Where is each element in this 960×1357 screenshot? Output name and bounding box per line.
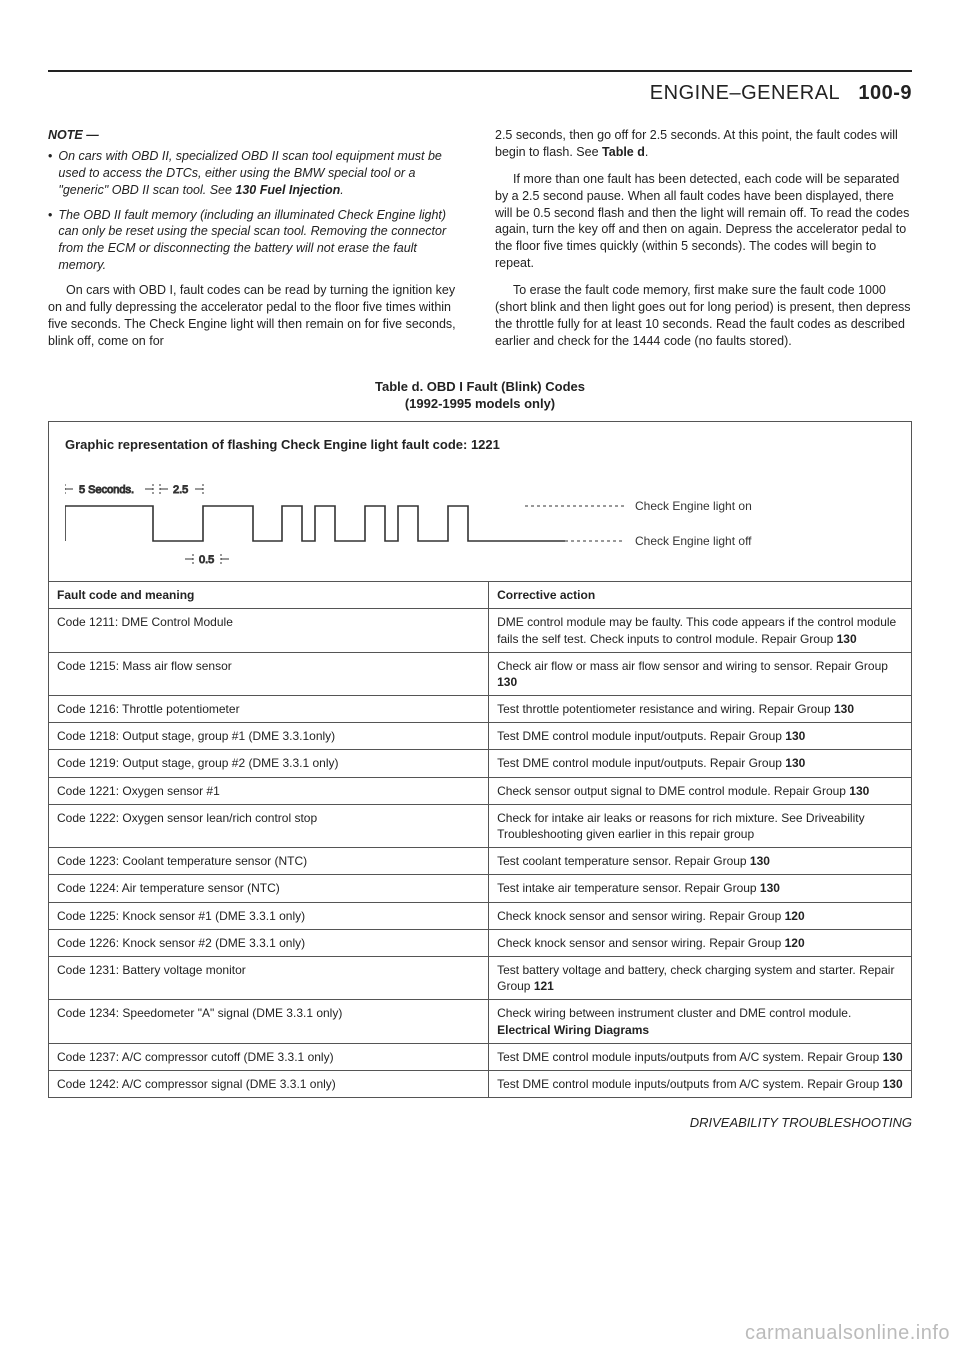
fault-cell: Code 1218: Output stage, group #1 (DME 3… bbox=[49, 723, 489, 750]
label-0-5: 0.5 bbox=[199, 554, 214, 566]
action-cell: Check wiring between instrument cluster … bbox=[489, 1000, 912, 1043]
fault-cell: Code 1234: Speedometer "A" signal (DME 3… bbox=[49, 1000, 489, 1043]
action-cell: Test throttle potentiometer resistance a… bbox=[489, 696, 912, 723]
fault-cell: Code 1231: Battery voltage monitor bbox=[49, 956, 489, 999]
table-row: Code 1237: A/C compressor cutoff (DME 3.… bbox=[49, 1043, 912, 1070]
header-section: ENGINE–GENERAL bbox=[650, 82, 840, 104]
action-cell: Check knock sensor and sensor wiring. Re… bbox=[489, 929, 912, 956]
action-cell: Test DME control module inputs/outputs f… bbox=[489, 1043, 912, 1070]
table-row: Code 1225: Knock sensor #1 (DME 3.3.1 on… bbox=[49, 902, 912, 929]
table-row: Code 1224: Air temperature sensor (NTC)T… bbox=[49, 875, 912, 902]
action-cell: DME control module may be faulty. This c… bbox=[489, 609, 912, 652]
table-title: Table d. OBD I Fault (Blink) Codes (1992… bbox=[48, 378, 912, 413]
action-cell: Test DME control module inputs/outputs f… bbox=[489, 1070, 912, 1097]
label-5s: 5 Seconds. bbox=[79, 484, 134, 496]
legend-off: Check Engine light off bbox=[635, 534, 752, 548]
table-row: Code 1221: Oxygen sensor #1Check sensor … bbox=[49, 777, 912, 804]
table-row: Code 1231: Battery voltage monitorTest b… bbox=[49, 956, 912, 999]
table-row: Code 1219: Output stage, group #2 (DME 3… bbox=[49, 750, 912, 777]
right-para-1: 2.5 seconds, then go off for 2.5 seconds… bbox=[495, 127, 912, 161]
note-list: On cars with OBD II, specialized OBD II … bbox=[48, 148, 465, 274]
fault-cell: Code 1225: Knock sensor #1 (DME 3.3.1 on… bbox=[49, 902, 489, 929]
graphic-cell: Graphic representation of flashing Check… bbox=[49, 421, 912, 582]
fault-cell: Code 1223: Coolant temperature sensor (N… bbox=[49, 848, 489, 875]
action-cell: Test DME control module input/outputs. R… bbox=[489, 750, 912, 777]
action-cell: Check for intake air leaks or reasons fo… bbox=[489, 804, 912, 847]
table-row: Code 1211: DME Control ModuleDME control… bbox=[49, 609, 912, 652]
fault-cell: Code 1215: Mass air flow sensor bbox=[49, 652, 489, 695]
pulse-path bbox=[65, 506, 525, 541]
fault-cell: Code 1221: Oxygen sensor #1 bbox=[49, 777, 489, 804]
table-row: Code 1222: Oxygen sensor lean/rich contr… bbox=[49, 804, 912, 847]
note-item-0: On cars with OBD II, specialized OBD II … bbox=[58, 148, 465, 199]
action-cell: Check sensor output signal to DME contro… bbox=[489, 777, 912, 804]
right-para-3: To erase the fault code memory, first ma… bbox=[495, 282, 912, 350]
fault-cell: Code 1222: Oxygen sensor lean/rich contr… bbox=[49, 804, 489, 847]
fault-cell: Code 1216: Throttle potentiometer bbox=[49, 696, 489, 723]
action-cell: Test intake air temperature sensor. Repa… bbox=[489, 875, 912, 902]
page-header: ENGINE–GENERAL 100-9 bbox=[48, 80, 912, 107]
right-para-2: If more than one fault has been detected… bbox=[495, 171, 912, 272]
fault-cell: Code 1211: DME Control Module bbox=[49, 609, 489, 652]
label-2-5: 2.5 bbox=[173, 484, 188, 496]
left-paragraph: On cars with OBD I, fault codes can be r… bbox=[48, 282, 465, 350]
pulse-diagram: 5 Seconds. 2.5 Check Engine ligh bbox=[65, 471, 885, 571]
note-heading: NOTE — bbox=[48, 127, 465, 144]
note-item-1: The OBD II fault memory (including an il… bbox=[58, 207, 465, 275]
table-row: Code 1216: Throttle potentiometerTest th… bbox=[49, 696, 912, 723]
legend-on: Check Engine light on bbox=[635, 499, 752, 513]
fault-cell: Code 1237: A/C compressor cutoff (DME 3.… bbox=[49, 1043, 489, 1070]
table-row: Code 1223: Coolant temperature sensor (N… bbox=[49, 848, 912, 875]
footer: DRIVEABILITY TROUBLESHOOTING bbox=[48, 1114, 912, 1132]
table-row: Code 1242: A/C compressor signal (DME 3.… bbox=[49, 1070, 912, 1097]
fault-cell: Code 1224: Air temperature sensor (NTC) bbox=[49, 875, 489, 902]
col-action: Corrective action bbox=[489, 582, 912, 609]
table-row: Code 1215: Mass air flow sensorCheck air… bbox=[49, 652, 912, 695]
action-cell: Check air flow or mass air flow sensor a… bbox=[489, 652, 912, 695]
watermark: carmanualsonline.info bbox=[745, 1320, 950, 1347]
fault-cell: Code 1226: Knock sensor #2 (DME 3.3.1 on… bbox=[49, 929, 489, 956]
action-cell: Check knock sensor and sensor wiring. Re… bbox=[489, 902, 912, 929]
graphic-title: Graphic representation of flashing Check… bbox=[65, 436, 895, 454]
fault-codes-table: Graphic representation of flashing Check… bbox=[48, 421, 912, 1098]
fault-cell: Code 1242: A/C compressor signal (DME 3.… bbox=[49, 1070, 489, 1097]
action-cell: Test battery voltage and battery, check … bbox=[489, 956, 912, 999]
action-cell: Test coolant temperature sensor. Repair … bbox=[489, 848, 912, 875]
col-fault: Fault code and meaning bbox=[49, 582, 489, 609]
header-page: 100-9 bbox=[858, 82, 912, 104]
table-row: Code 1234: Speedometer "A" signal (DME 3… bbox=[49, 1000, 912, 1043]
action-cell: Test DME control module input/outputs. R… bbox=[489, 723, 912, 750]
table-row: Code 1218: Output stage, group #1 (DME 3… bbox=[49, 723, 912, 750]
table-row: Code 1226: Knock sensor #2 (DME 3.3.1 on… bbox=[49, 929, 912, 956]
fault-cell: Code 1219: Output stage, group #2 (DME 3… bbox=[49, 750, 489, 777]
